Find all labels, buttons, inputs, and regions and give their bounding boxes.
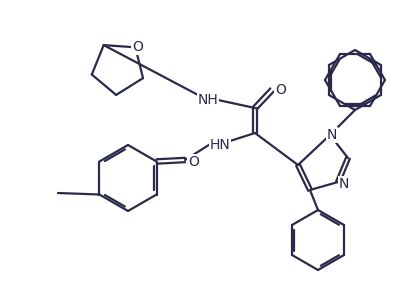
Text: O: O [188, 155, 200, 169]
Text: HN: HN [210, 138, 230, 152]
Text: O: O [276, 83, 286, 97]
Text: O: O [132, 40, 143, 54]
Text: N: N [339, 177, 349, 191]
Text: NH: NH [198, 93, 218, 107]
Text: N: N [327, 128, 337, 142]
